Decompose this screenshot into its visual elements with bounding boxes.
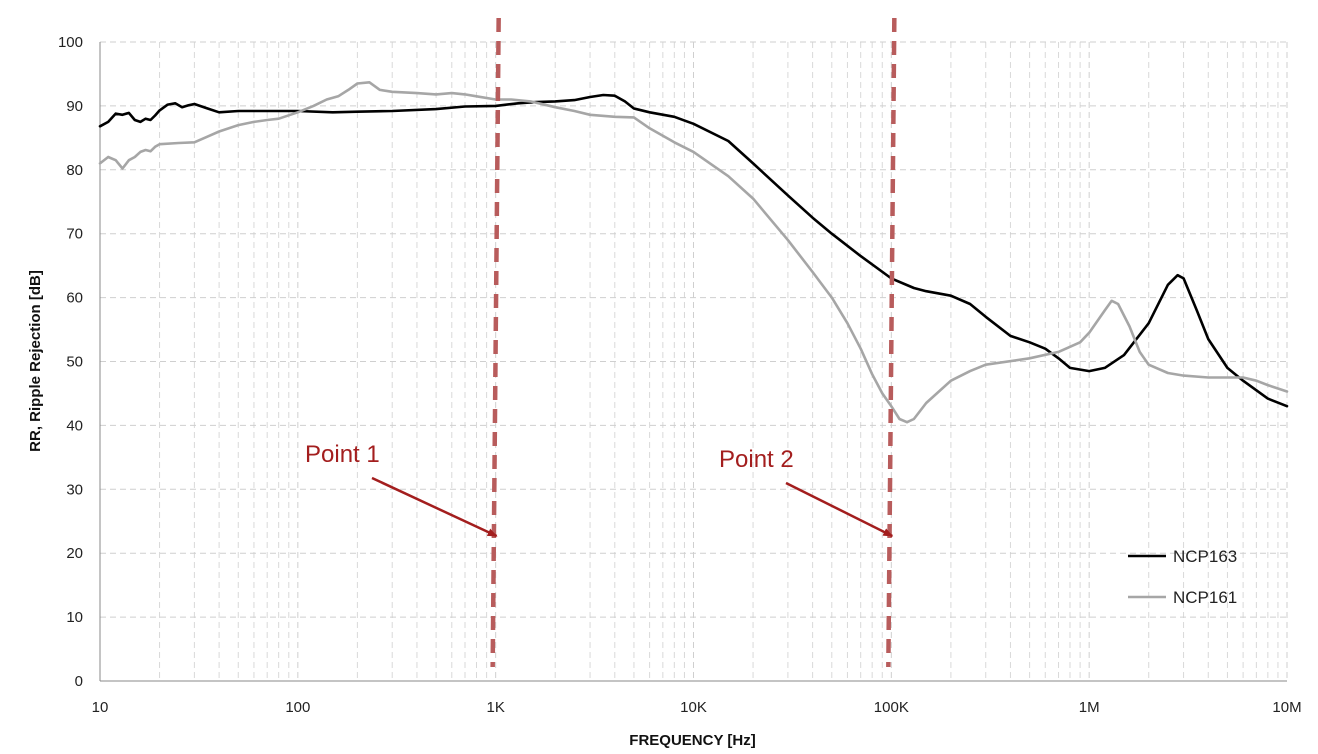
series-line-ncp161	[98, 81, 1289, 424]
x-axis-title: FREQUENCY [Hz]	[629, 732, 755, 749]
x-tick-label: 10M	[1272, 699, 1301, 716]
legend-label-ncp163: NCP163	[1173, 547, 1237, 566]
annotation-arrow-1	[371, 476, 498, 538]
y-tick-label: 0	[75, 673, 83, 690]
x-tick-label: 100K	[874, 699, 909, 716]
x-tick-label: 1K	[486, 699, 504, 716]
legend-label-ncp161: NCP161	[1173, 588, 1237, 607]
marker-line-1	[490, 17, 501, 668]
annotations: Point 1 Point 2	[305, 441, 894, 538]
y-tick-label: 30	[66, 481, 83, 498]
y-axis-title: RR, Ripple Rejection [dB]	[27, 270, 44, 452]
x-tick-label: 100	[285, 699, 310, 716]
annotation-arrow-2	[785, 481, 894, 538]
x-tick-label: 10	[92, 699, 109, 716]
y-tick-label: 20	[66, 545, 83, 562]
y-tick-label: 60	[66, 290, 83, 307]
axes	[99, 42, 1287, 682]
y-tick-label: 70	[66, 226, 83, 243]
marker-line-2	[886, 17, 897, 668]
y-tick-label: 40	[66, 417, 83, 434]
minor-gridlines	[159, 42, 1279, 681]
y-tick-label: 10	[66, 609, 83, 626]
y-tick-label: 80	[66, 162, 83, 179]
x-tick-label: 10K	[680, 699, 707, 716]
x-tick-label: 1M	[1079, 699, 1100, 716]
y-tick-label: 90	[66, 98, 83, 115]
legend: NCP163 NCP161	[1128, 547, 1237, 607]
major-gridlines	[99, 41, 1288, 682]
y-tick-labels: 0 10 20 30 40 50 60 70 80 90 100	[58, 34, 83, 690]
series-layer	[98, 81, 1289, 424]
y-tick-label: 50	[66, 354, 83, 371]
series-line-ncp163	[98, 93, 1289, 408]
y-tick-label: 100	[58, 34, 83, 51]
annotation-label-1: Point 1	[305, 441, 380, 468]
x-tick-labels: 10 100 1K 10K 100K 1M 10M	[92, 699, 1302, 716]
marker-lines	[490, 17, 897, 668]
annotation-label-2: Point 2	[719, 446, 794, 473]
